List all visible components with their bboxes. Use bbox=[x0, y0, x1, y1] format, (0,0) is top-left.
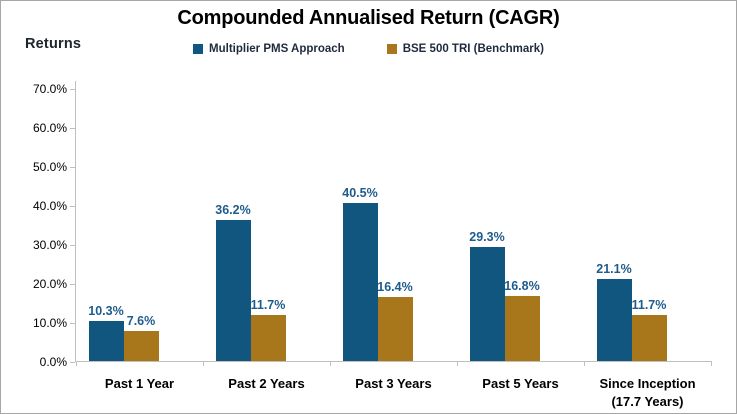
legend: Multiplier PMS Approach BSE 500 TRI (Benc… bbox=[1, 43, 736, 55]
bar-wrap: 40.5% bbox=[342, 186, 378, 361]
legend-entry-0: Multiplier PMS Approach bbox=[193, 43, 345, 55]
category-label: Past 1 Year bbox=[104, 376, 175, 391]
category-label: Past 2 Years bbox=[228, 376, 305, 391]
data-label: 29.3% bbox=[469, 229, 505, 244]
bar-wrap: 16.4% bbox=[377, 280, 413, 361]
category-label: Past 5 Years bbox=[482, 376, 559, 391]
y-tick-label: 30.0% bbox=[32, 238, 67, 252]
plot-area: 10.3% 7.6% Past 1 Year 36.2% 11.7% Past 2 Yea… bbox=[75, 81, 712, 409]
legend-swatch-icon bbox=[193, 44, 204, 54]
legend-label: Multiplier PMS Approach bbox=[209, 43, 345, 55]
bar-bse-500-tri bbox=[504, 295, 540, 361]
y-tick-mark bbox=[70, 362, 75, 363]
bar-multiplier-pms bbox=[469, 246, 505, 361]
bar-wrap: 16.8% bbox=[504, 278, 540, 361]
data-label: 36.2% bbox=[215, 202, 251, 217]
bar-pair: 40.5% 16.4% bbox=[342, 186, 413, 361]
legend-entry-1: BSE 500 TRI (Benchmark) bbox=[386, 43, 544, 55]
bar-pair: 10.3% 7.6% bbox=[88, 303, 159, 361]
y-axis-title: Returns bbox=[25, 36, 82, 52]
y-tick-label: 0.0% bbox=[39, 355, 67, 369]
bar-group: 10.3% 7.6% bbox=[76, 81, 203, 362]
y-tick-label: 20.0% bbox=[32, 277, 67, 291]
bar-multiplier-pms bbox=[88, 320, 124, 361]
y-tick-mark bbox=[70, 245, 75, 246]
bar-bse-500-tri bbox=[123, 331, 159, 361]
bar-wrap: 36.2% bbox=[215, 202, 251, 361]
x-tick-mark bbox=[203, 362, 204, 366]
x-tick-mark bbox=[330, 362, 331, 366]
bar-wrap: 29.3% bbox=[469, 229, 505, 361]
bar-group: 29.3% 16.8% bbox=[457, 81, 584, 362]
x-tick-mark bbox=[584, 362, 585, 366]
data-label: 16.4% bbox=[377, 280, 413, 294]
y-axis-line bbox=[75, 81, 76, 362]
bar-wrap: 11.7% bbox=[631, 298, 667, 361]
data-label: 10.3% bbox=[88, 303, 124, 318]
bar-group: 36.2% 11.7% bbox=[203, 81, 330, 362]
y-tick-label: 50.0% bbox=[32, 160, 67, 174]
bar-bse-500-tri bbox=[250, 315, 286, 361]
y-tick-label: 70.0% bbox=[32, 82, 67, 96]
bar-multiplier-pms bbox=[342, 203, 378, 361]
y-tick-mark bbox=[70, 128, 75, 129]
bar-group: 21.1% 11.7% bbox=[584, 81, 711, 362]
y-tick-label: 40.0% bbox=[32, 199, 67, 213]
x-tick-mark bbox=[711, 362, 712, 366]
y-tick-label: 10.0% bbox=[32, 316, 67, 330]
data-label: 11.7% bbox=[250, 298, 286, 313]
category-label: Past 3 Years bbox=[355, 376, 432, 391]
chart-title: Compounded Annualised Return (CAGR) bbox=[177, 7, 560, 29]
legend-swatch-icon bbox=[386, 44, 397, 54]
bar-wrap: 7.6% bbox=[123, 314, 159, 361]
bar-bse-500-tri bbox=[631, 315, 667, 361]
y-tick-mark bbox=[70, 323, 75, 324]
legend-label: BSE 500 TRI (Benchmark) bbox=[402, 43, 544, 55]
data-label: 7.6% bbox=[126, 314, 156, 329]
bar-group: 40.5% 16.4% bbox=[330, 81, 457, 362]
data-label: 16.8% bbox=[504, 278, 540, 293]
bar-wrap: 21.1% bbox=[596, 261, 632, 361]
bar-multiplier-pms bbox=[215, 219, 251, 361]
bar-bse-500-tri bbox=[377, 297, 413, 361]
x-tick-mark bbox=[457, 362, 458, 366]
y-tick-mark bbox=[70, 167, 75, 168]
bar-pair: 29.3% 16.8% bbox=[469, 229, 540, 361]
bar-pair: 36.2% 11.7% bbox=[215, 202, 286, 361]
bar-wrap: 10.3% bbox=[88, 303, 124, 361]
bar-pair: 21.1% 11.7% bbox=[596, 261, 667, 361]
category-label: Since Inception (17.7 Years) bbox=[599, 376, 696, 409]
data-label: 40.5% bbox=[342, 186, 378, 201]
data-label: 11.7% bbox=[631, 298, 667, 313]
y-tick-mark bbox=[70, 89, 75, 90]
y-tick-label: 60.0% bbox=[32, 121, 67, 135]
data-label: 21.1% bbox=[596, 261, 632, 276]
x-tick-mark bbox=[76, 362, 77, 366]
bar-wrap: 11.7% bbox=[250, 298, 286, 361]
y-tick-mark bbox=[70, 284, 75, 285]
x-axis-line bbox=[75, 361, 712, 362]
bar-multiplier-pms bbox=[596, 278, 632, 361]
y-tick-mark bbox=[70, 206, 75, 207]
